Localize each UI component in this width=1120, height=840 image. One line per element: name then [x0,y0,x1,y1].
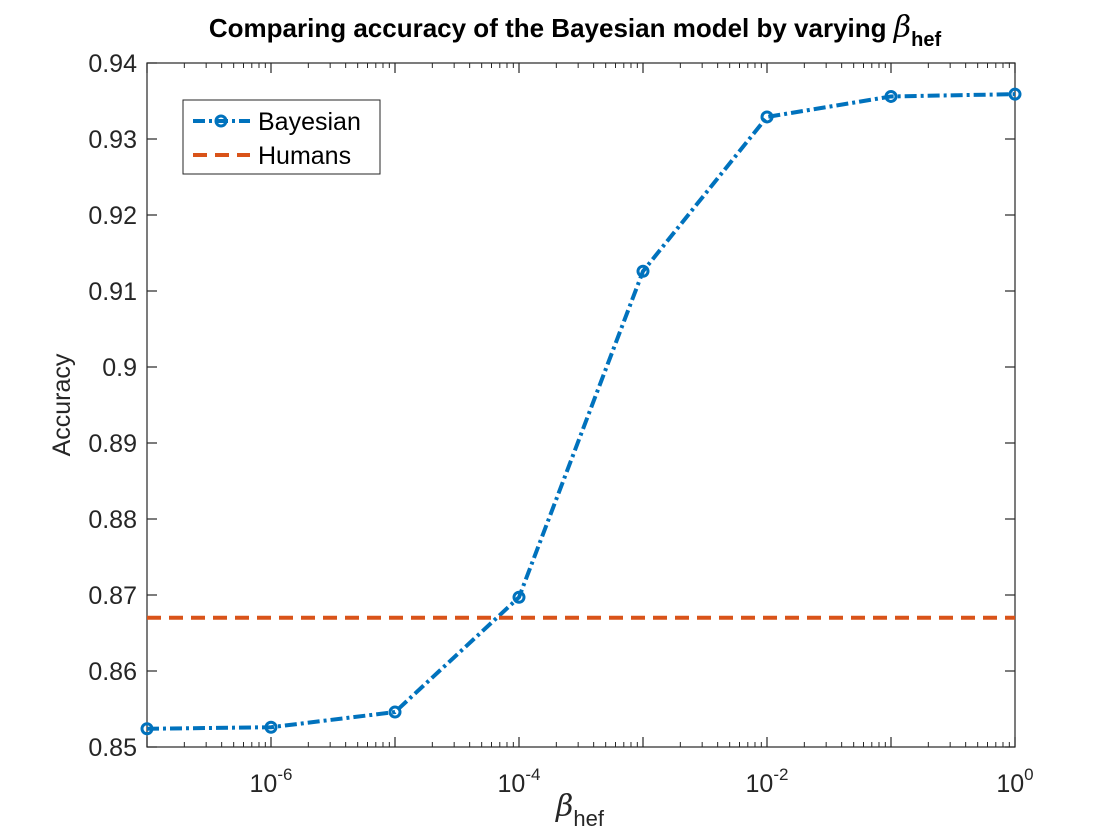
x-tick-label: 10-4 [498,765,541,798]
x-tick-label-base: 10 [250,770,278,798]
chart-title: Comparing accuracy of the Bayesian model… [209,10,942,51]
x-axis-label-subscript: hef [573,806,604,831]
y-tick-label: 0.88 [88,506,137,534]
chart-title-beta-symbol: β [893,10,911,45]
legend-humans-label: Humans [258,142,351,170]
x-axis-label-beta-symbol: β [555,789,573,824]
major-ticks [146,62,1016,748]
series-layer [140,87,1022,736]
legend: Bayesian Humans [182,99,381,175]
x-tick-label-exponent: -2 [773,765,788,784]
y-tick-label: 0.89 [88,430,137,458]
x-tick-label-base: 10 [498,770,526,798]
x-tick-label-base: 10 [746,770,774,798]
bayesian-series-line [146,92,1016,731]
legend-box [182,99,381,175]
minor-ticks [183,63,1010,747]
chart-title-subscript: hef [911,29,941,51]
y-axis-label: Accuracy [48,353,76,456]
x-tick-label: 10-6 [250,765,293,798]
bayesian-data-point [1008,87,1022,101]
x-tick-label-exponent: -6 [277,765,292,784]
y-tick-label: 0.9 [102,354,137,382]
y-tick-label: 0.86 [88,658,137,686]
plot-area [146,62,1016,748]
bayesian-data-point [388,705,402,719]
y-tick-label: 0.92 [88,202,137,230]
y-tick-label: 0.91 [88,278,137,306]
bayesian-data-point [760,110,774,124]
bayesian-data-point [512,590,526,604]
chart-title-text: Comparing accuracy of the Bayesian model… [209,13,894,43]
x-tick-label-base: 10 [996,770,1024,798]
bayesian-data-point [884,89,898,103]
legend-bayesian-marker [214,114,228,128]
bayesian-data-point [636,264,650,278]
y-tick-labels: 0.85 0.86 0.87 0.88 0.89 0.9 0.91 0.92 0.93 0.94 [88,50,137,762]
legend-bayesian-label: Bayesian [258,108,361,136]
y-tick-label: 0.94 [88,50,137,78]
x-axis-label: βhef [555,789,605,831]
x-tick-label: 100 [996,765,1033,798]
y-tick-label: 0.85 [88,734,137,762]
bayesian-data-point [140,722,154,736]
x-tick-labels: 10-6 10-4 10-2 100 [250,765,1034,798]
x-tick-label: 10-2 [746,765,789,798]
y-tick-label: 0.87 [88,582,137,610]
x-tick-label-exponent: 0 [1024,765,1033,784]
x-tick-label-exponent: -4 [525,765,540,784]
bayesian-data-point [264,720,278,734]
y-tick-label: 0.93 [88,126,137,154]
